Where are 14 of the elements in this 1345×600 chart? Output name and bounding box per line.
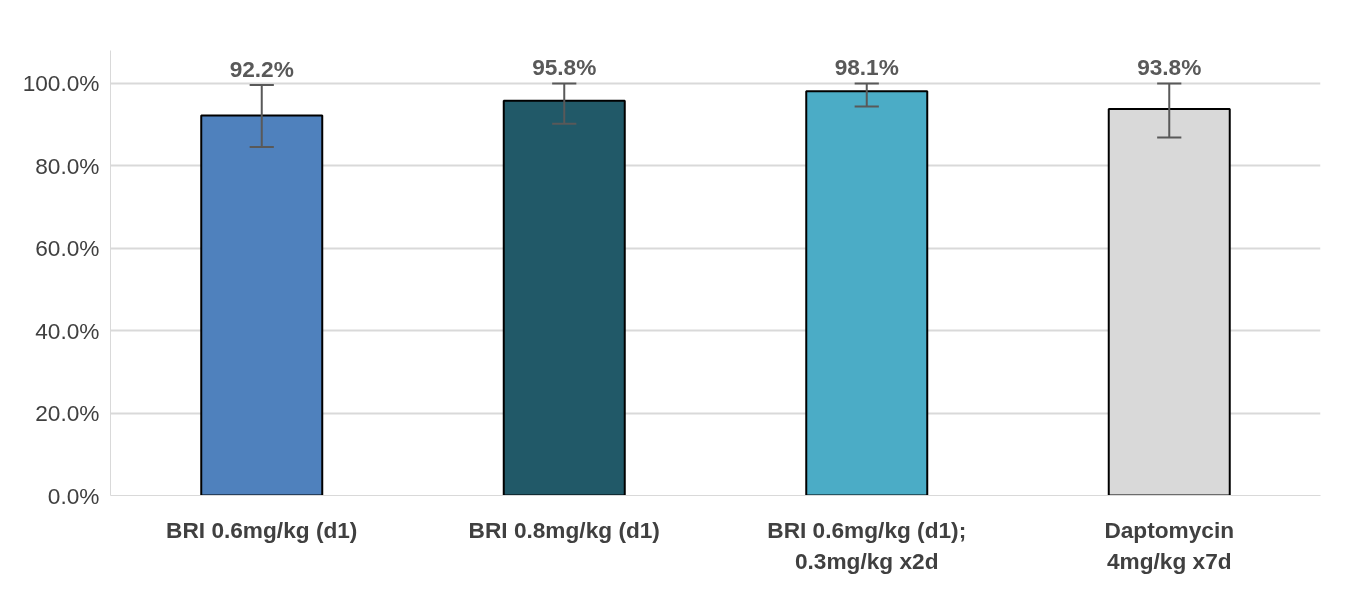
x-tick-label: BRI 0.6mg/kg (d1) xyxy=(166,516,358,543)
y-tick-label: 20.0% xyxy=(35,400,100,427)
data-label: 93.8% xyxy=(1137,54,1202,81)
data-label: 92.2% xyxy=(229,56,294,83)
y-tick-label: 80.0% xyxy=(35,152,100,179)
y-tick-label: 0.0% xyxy=(47,482,100,509)
y-tick-label: 40.0% xyxy=(35,317,100,344)
y-tick-label: 60.0% xyxy=(35,235,100,262)
x-tick-label: BRI 0.8mg/kg (d1) xyxy=(468,516,660,543)
y-tick-label: 100.0% xyxy=(22,70,100,97)
data-label: 95.8% xyxy=(532,54,597,81)
data-label: 98.1% xyxy=(834,54,899,81)
x-tick-label: Daptomycin 4mg/kg x7d xyxy=(1104,516,1235,574)
x-tick-label: BRI 0.6mg/kg (d1); 0.3mg/kg x2d xyxy=(767,516,967,574)
